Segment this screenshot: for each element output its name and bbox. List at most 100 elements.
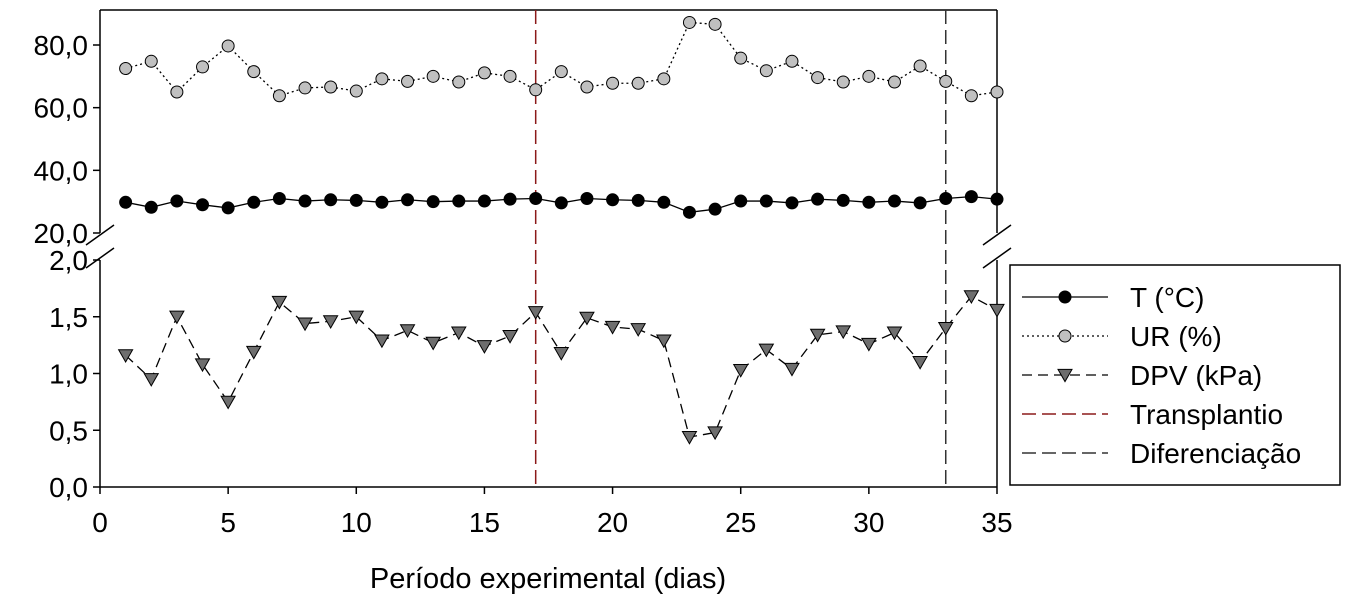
x-tick-label: 35: [981, 507, 1012, 538]
data-point: [426, 69, 440, 83]
data-point: [681, 430, 698, 445]
data-point: [732, 363, 749, 378]
x-axis-label: Período experimental (dias): [370, 563, 726, 595]
data-point: [119, 62, 133, 75]
series-layer: [117, 15, 1005, 445]
data-point: [1058, 290, 1072, 304]
data-point: [554, 65, 568, 79]
data-point: [1057, 368, 1073, 383]
data-point: [477, 194, 491, 208]
plot-frame: [85, 9, 1012, 488]
data-point: [707, 426, 723, 441]
x-tick-label: 25: [725, 507, 756, 538]
series: [119, 15, 1004, 103]
data-point: [657, 72, 671, 86]
data-point: [477, 66, 491, 80]
data-point: [811, 192, 825, 206]
data-point: [117, 349, 134, 363]
data-point: [272, 89, 286, 103]
data-point: [247, 65, 261, 79]
data-point: [1058, 329, 1072, 343]
y-tick-label-lower: 2,0: [49, 245, 88, 276]
legend-label: UR (%): [1130, 321, 1222, 352]
data-point: [553, 346, 570, 361]
data-point: [964, 190, 978, 204]
axes-layer: 20,0 40,0 60,0 80,0 0,0 0,5 1,0 1,5 2,0 0 5 10 15 20 2…: [34, 30, 1013, 538]
data-point: [963, 290, 980, 304]
data-point: [913, 196, 927, 210]
data-point: [990, 192, 1004, 206]
data-point: [579, 311, 595, 326]
data-point: [862, 195, 876, 209]
data-point: [887, 75, 901, 89]
data-point: [606, 76, 620, 90]
data-point: [682, 15, 696, 29]
series: [119, 190, 1004, 219]
data-point: [784, 362, 800, 377]
legend-label: DPV (kPa): [1130, 360, 1262, 391]
data-point: [529, 83, 543, 97]
data-point: [860, 337, 877, 352]
data-point: [322, 315, 339, 329]
data-point: [503, 192, 517, 206]
data-point: [374, 334, 390, 349]
data-point: [143, 373, 160, 387]
data-point: [939, 74, 953, 88]
data-point: [835, 325, 852, 340]
data-point: [220, 395, 237, 410]
data-point: [529, 192, 543, 206]
data-point: [811, 71, 825, 85]
data-point: [759, 64, 773, 78]
y-tick-label-upper: 60,0: [34, 93, 89, 124]
y-tick-label-lower: 0,0: [49, 472, 88, 503]
data-point: [119, 195, 133, 209]
data-point: [836, 193, 850, 207]
data-point: [939, 192, 953, 206]
data-point: [452, 194, 466, 208]
data-point: [349, 84, 363, 98]
data-point: [606, 193, 620, 207]
data-point: [989, 303, 1005, 318]
data-point: [682, 205, 696, 219]
data-point: [604, 320, 621, 335]
data-point: [527, 306, 544, 320]
data-point: [170, 85, 184, 99]
data-point: [144, 200, 158, 214]
data-point: [399, 324, 416, 339]
legend: T (°C) UR (%) DPV (kPa) Transplantio Diferen…: [1009, 264, 1341, 486]
data-point: [886, 326, 903, 341]
data-point: [194, 358, 211, 373]
data-point: [785, 54, 799, 68]
data-point: [298, 194, 312, 208]
data-point: [964, 89, 978, 103]
axis-break-mark-right-top: [982, 224, 1012, 246]
data-point: [298, 81, 312, 95]
data-point: [426, 195, 440, 209]
data-point: [580, 192, 594, 206]
x-tick-label: 10: [341, 507, 372, 538]
series-line: [125, 21, 998, 97]
data-point: [734, 194, 748, 208]
data-point: [990, 85, 1004, 99]
data-point: [144, 54, 158, 68]
data-point: [887, 194, 901, 208]
data-point: [324, 193, 338, 207]
data-point: [375, 72, 389, 86]
data-point: [169, 310, 185, 325]
data-point: [196, 198, 210, 212]
data-point: [196, 60, 210, 74]
data-point: [655, 334, 672, 349]
legend-label: Transplantio: [1130, 399, 1283, 430]
data-point: [271, 295, 288, 310]
reference-lines: [534, 10, 947, 487]
data-point: [272, 192, 286, 206]
axis-break-mark-right-bottom: [982, 247, 1012, 269]
x-tick-label: 30: [853, 507, 884, 538]
data-point: [502, 329, 518, 344]
y-tick-label-lower: 0,5: [49, 415, 88, 446]
data-point: [580, 80, 594, 94]
x-tick-label: 15: [469, 507, 500, 538]
data-point: [708, 202, 722, 216]
data-point: [245, 345, 262, 360]
data-point: [221, 201, 235, 215]
